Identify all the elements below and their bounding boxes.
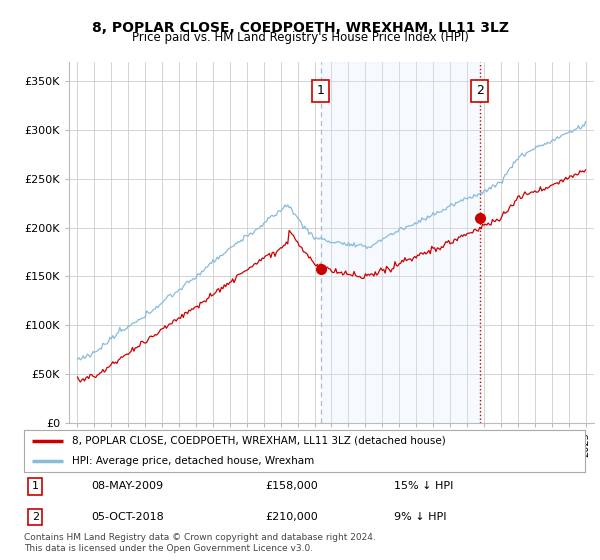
Text: Price paid vs. HM Land Registry's House Price Index (HPI): Price paid vs. HM Land Registry's House … <box>131 31 469 44</box>
Text: 08-MAY-2009: 08-MAY-2009 <box>91 482 163 491</box>
Text: 05-OCT-2018: 05-OCT-2018 <box>91 512 164 522</box>
Text: HPI: Average price, detached house, Wrexham: HPI: Average price, detached house, Wrex… <box>71 456 314 466</box>
Text: 9% ↓ HPI: 9% ↓ HPI <box>394 512 447 522</box>
Text: 1: 1 <box>32 482 39 491</box>
Text: 2: 2 <box>476 85 484 97</box>
Text: 1: 1 <box>317 85 325 97</box>
Text: £158,000: £158,000 <box>265 482 318 491</box>
Bar <box>320 62 480 423</box>
Text: 8, POPLAR CLOSE, COEDPOETH, WREXHAM, LL11 3LZ: 8, POPLAR CLOSE, COEDPOETH, WREXHAM, LL1… <box>91 21 509 35</box>
Text: 15% ↓ HPI: 15% ↓ HPI <box>394 482 454 491</box>
Text: Contains HM Land Registry data © Crown copyright and database right 2024.
This d: Contains HM Land Registry data © Crown c… <box>24 533 376 553</box>
Text: £210,000: £210,000 <box>265 512 318 522</box>
Text: 8, POPLAR CLOSE, COEDPOETH, WREXHAM, LL11 3LZ (detached house): 8, POPLAR CLOSE, COEDPOETH, WREXHAM, LL1… <box>71 436 445 446</box>
Text: 2: 2 <box>32 512 39 522</box>
